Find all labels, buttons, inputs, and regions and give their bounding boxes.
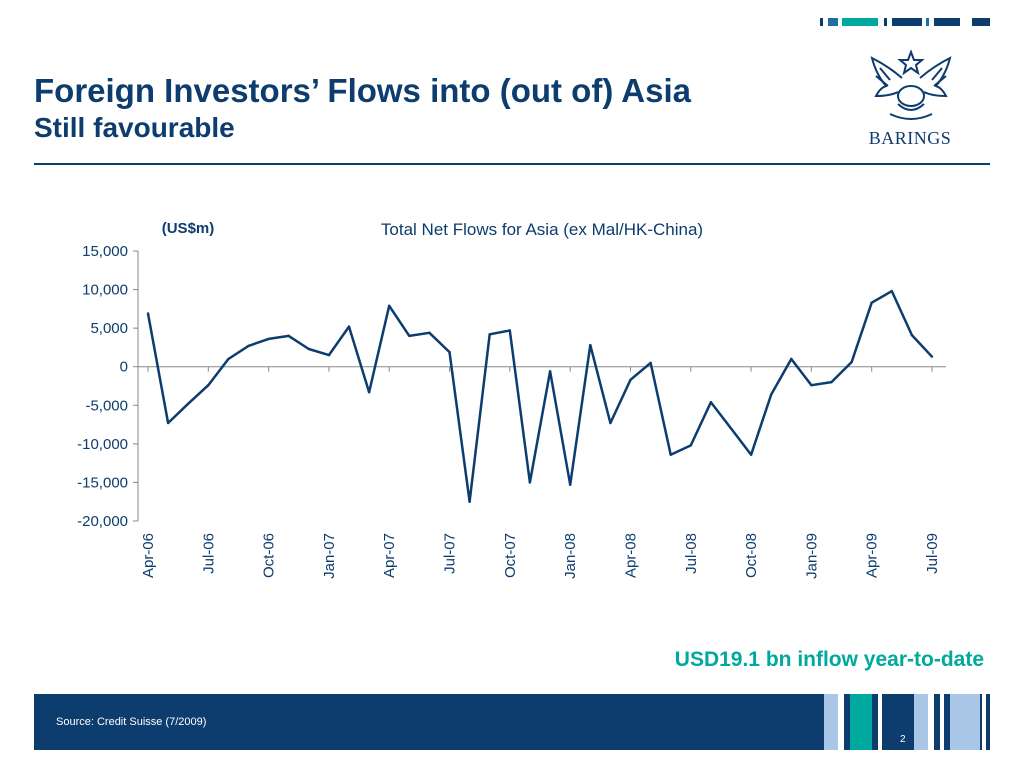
data-point [388,304,391,307]
source-note: Source: Credit Suisse (7/2009) [56,716,207,728]
data-point [870,301,873,304]
footer-stripes [824,694,986,750]
data-point [307,347,311,351]
header-stripes [820,18,990,26]
data-point [468,500,471,503]
x-tick-label: Jul-07 [442,533,459,574]
x-tick-label: Apr-07 [381,533,398,578]
x-axis: Apr-06 Jul-06 Oct-06 Jan-07 Apr-07 Jul-07 Oct-… [138,366,946,579]
data-point [629,378,632,382]
data-point [488,333,491,336]
ytd-inflow-callout: USD19.1 bn inflow year-to-date [674,648,984,671]
x-tick-label: Apr-06 [140,533,157,578]
data-point [227,357,230,361]
data-point [247,344,250,348]
y-tick-label: 0 [120,359,128,376]
data-point [910,333,914,337]
data-point [146,312,150,315]
data-point [850,360,853,364]
eagle-crest-icon [870,49,952,120]
data-point [448,350,451,354]
page-subtitle: Still favourable [34,112,235,143]
page-number: 2 [900,734,906,745]
x-tick-label: Oct-06 [261,533,278,578]
data-point [347,325,351,328]
data-point [689,444,692,447]
data-point [327,353,331,357]
x-tick-label: Apr-09 [864,533,881,578]
data-point [649,361,652,365]
data-point [709,401,713,404]
y-tick-label: -5,000 [85,397,128,414]
x-tick-label: Jul-09 [924,533,941,574]
data-point [769,393,773,396]
data-point [428,331,431,334]
x-tick-label: Jul-08 [683,533,700,574]
data-point [287,334,290,338]
net-flows-line-chart: (US$m) Total Net Flows for Asia (ex Mal/… [77,220,946,579]
y-axis: 15,000 10,000 5,000 0 -5,000 -10,000 -15,000 -2… [77,243,139,530]
data-point [367,390,371,394]
y-tick-label: -15,000 [77,474,128,491]
chart-unit-label: (US$m) [162,220,215,237]
data-point [548,370,552,373]
series-total-net-flows [146,289,934,503]
x-tick-label: Oct-08 [743,533,760,578]
x-tick-label: Apr-08 [622,533,639,578]
y-tick-label: 10,000 [82,282,128,299]
data-point [930,355,934,358]
data-point [568,483,572,486]
barings-logo-text: BARINGS [868,128,952,148]
data-point [187,402,190,405]
footer-bar: Source: Credit Suisse (7/2009) 2 [34,694,990,750]
header-divider [34,163,990,165]
data-point [508,329,512,332]
x-tick-label: Jan-08 [562,533,579,579]
x-tick-label: Oct-07 [502,533,519,578]
data-point [528,481,532,484]
y-tick-label: 15,000 [82,243,128,260]
data-point [609,421,612,425]
data-point [408,334,411,338]
series-line [146,289,933,503]
data-point [669,453,672,456]
data-point [790,357,793,361]
data-point [729,427,733,430]
data-point [749,453,753,456]
data-point [890,289,893,293]
data-point [166,421,170,425]
x-tick-label: Jul-06 [200,533,217,574]
data-point [589,343,592,347]
data-point [267,337,270,341]
x-tick-label: Jan-07 [321,533,338,579]
page-title: Foreign Investors’ Flows into (out of) A… [34,72,691,109]
x-tick-label: Jan-09 [803,533,820,579]
data-point [207,384,210,387]
y-tick-label: 5,000 [90,320,128,337]
data-point [830,380,833,384]
y-tick-label: -10,000 [77,436,128,453]
y-tick-label: -20,000 [77,513,128,530]
data-point [810,384,813,387]
chart-title: Total Net Flows for Asia (ex Mal/HK-Chin… [381,220,703,239]
